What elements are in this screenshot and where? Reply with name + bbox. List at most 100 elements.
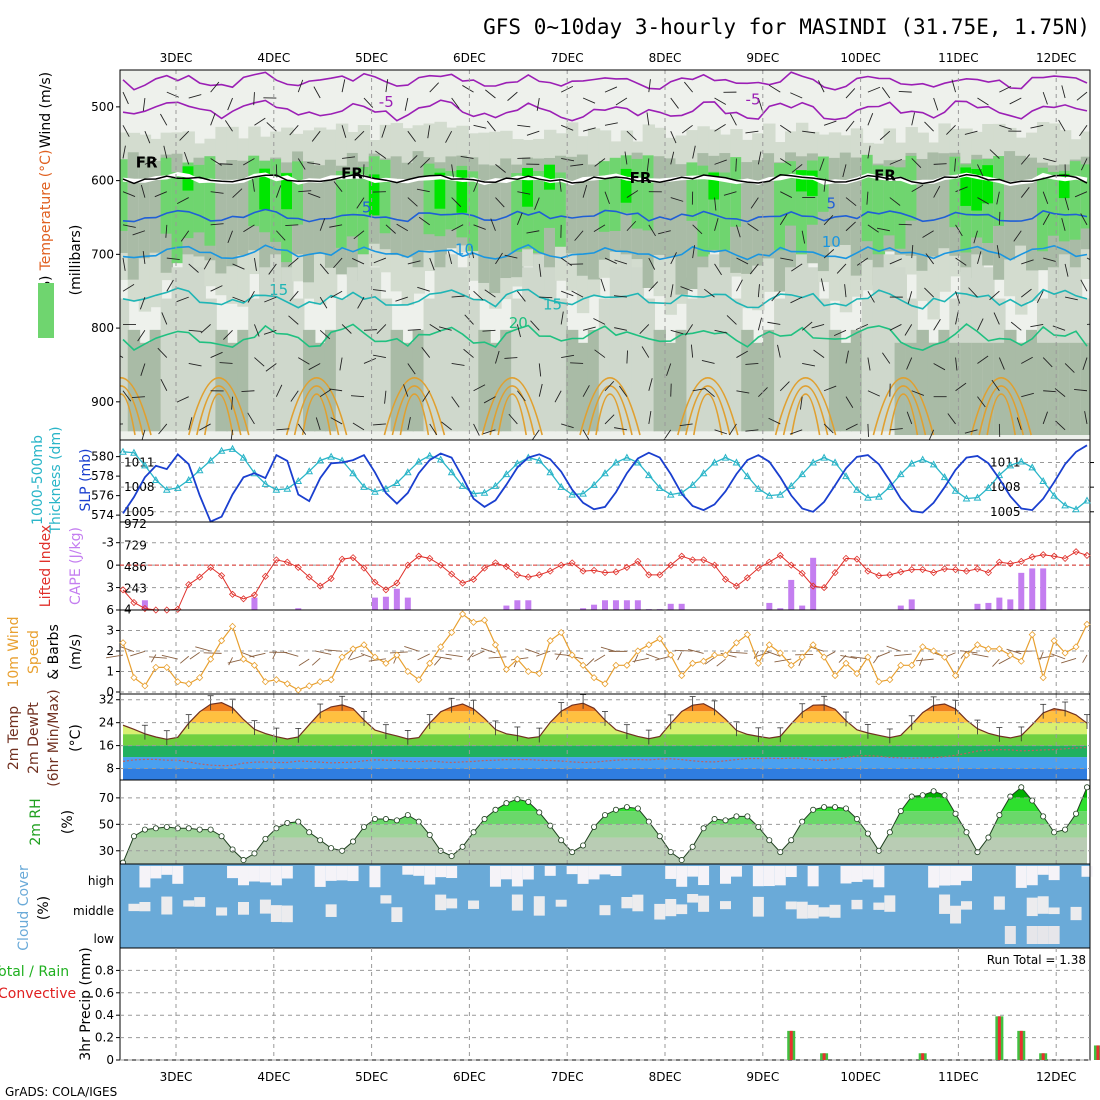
wind-barb — [593, 224, 606, 233]
lifted-index-point — [513, 571, 521, 579]
cape-bar — [602, 600, 608, 610]
wind-barb — [867, 390, 880, 397]
wind-barb-10m — [311, 657, 321, 666]
y-tick-label: 1005 — [990, 505, 1021, 519]
temperature-tick-label: 32 — [99, 693, 114, 707]
wind-barb — [268, 263, 277, 275]
wind-barb — [714, 97, 727, 105]
thickness-point — [765, 491, 774, 499]
temperature-band — [123, 745, 1087, 758]
lifted-index-point — [612, 568, 620, 576]
wind-barb — [615, 97, 628, 106]
wind-speed-point — [119, 639, 127, 647]
wind-speed-point — [765, 641, 773, 649]
wind-speed-point — [941, 653, 949, 661]
thickness-point — [918, 455, 927, 463]
wind-barb — [313, 86, 321, 99]
wind-barb — [657, 230, 671, 235]
wind-barb-10m — [349, 654, 365, 661]
cape-bar — [371, 597, 378, 610]
rh-shade — [620, 254, 634, 432]
wind-barb — [604, 191, 610, 205]
lifted-index-point — [524, 573, 532, 581]
wind-barb — [341, 324, 352, 334]
lifted-index-point — [831, 569, 839, 577]
lifted-index-point — [480, 564, 489, 572]
temp-contour-warm — [790, 393, 821, 436]
wind-barb — [319, 296, 328, 309]
wind-barb — [298, 190, 312, 193]
wind-speed-point — [1061, 649, 1069, 657]
wind-barb — [757, 97, 763, 111]
thickness-point — [655, 483, 664, 491]
wind-barb — [670, 329, 684, 335]
rh-shade — [204, 156, 217, 246]
rh-shade — [642, 298, 656, 432]
wind-speed-point — [787, 661, 795, 669]
rh-shade — [412, 151, 425, 268]
lifted-index-point — [1039, 551, 1047, 559]
cape-bar — [897, 605, 904, 610]
precip-bar-convective — [789, 1030, 793, 1060]
rh-shade — [971, 342, 984, 435]
humidity-point — [306, 829, 313, 836]
wind-barb — [463, 348, 474, 358]
lifted-index-point — [973, 565, 982, 573]
wind-barb — [372, 423, 386, 426]
thickness-point — [688, 480, 697, 488]
humidity-point — [251, 850, 258, 857]
cloud-gap-middle — [511, 894, 523, 911]
wind-barb — [307, 192, 321, 198]
wind-barb-10m — [555, 651, 562, 660]
wind-barb — [867, 145, 871, 159]
cape-bar — [580, 608, 587, 610]
wind-barb — [473, 224, 486, 230]
rh-shade — [905, 155, 918, 221]
wind-barb — [219, 163, 233, 165]
temp-contour-warm — [188, 377, 250, 436]
wind-speed-point — [951, 672, 960, 680]
cloud-gap-high — [227, 866, 239, 879]
wind-barb — [999, 85, 1012, 93]
wind-speed-point — [393, 651, 401, 659]
wind-speed-point — [404, 667, 412, 676]
cloud-gap-high — [248, 866, 260, 882]
rh-shade — [752, 160, 765, 266]
wind-barb — [1021, 259, 1034, 265]
wind-barb — [736, 224, 741, 238]
humidity-point — [755, 823, 762, 830]
wind-speed-point — [1083, 620, 1091, 628]
cloud-gap-middle — [238, 901, 249, 915]
wind-barb — [483, 396, 496, 404]
wind-barb — [1064, 197, 1070, 211]
rh-shade — [949, 156, 962, 228]
x-date-label-bottom: 6DEC — [453, 1070, 486, 1084]
x-date-label-top: 11DEC — [938, 51, 978, 65]
wind-speed-point — [1050, 637, 1058, 645]
wind-speed-point — [502, 665, 510, 674]
temperature-band — [123, 768, 1087, 780]
wind-barb — [429, 257, 435, 271]
thickness-point — [666, 490, 675, 498]
lifted-index-point — [448, 570, 456, 578]
cloud-gap-middle — [807, 904, 819, 919]
humidity-point — [645, 818, 652, 825]
cloud-gap-high — [489, 866, 501, 887]
wind-barb-10m — [655, 655, 671, 661]
wind-barb — [422, 390, 431, 402]
thickness-point — [710, 458, 719, 466]
wind-speed-point — [141, 682, 149, 690]
wind-barb — [977, 97, 989, 106]
wind-speed-point — [480, 616, 489, 624]
cloud-gap-high — [730, 866, 742, 877]
temp-contour-15 — [122, 287, 1088, 310]
wind-barb — [964, 429, 978, 434]
contour-label: 10 — [455, 240, 474, 258]
wind-barb — [998, 211, 1001, 225]
humidity-point — [196, 826, 203, 833]
rh-shade — [785, 161, 798, 226]
wind-barb — [619, 385, 628, 397]
wind-barb-10m — [149, 656, 167, 659]
thickness-point — [798, 470, 807, 478]
rh-shade — [434, 267, 447, 432]
